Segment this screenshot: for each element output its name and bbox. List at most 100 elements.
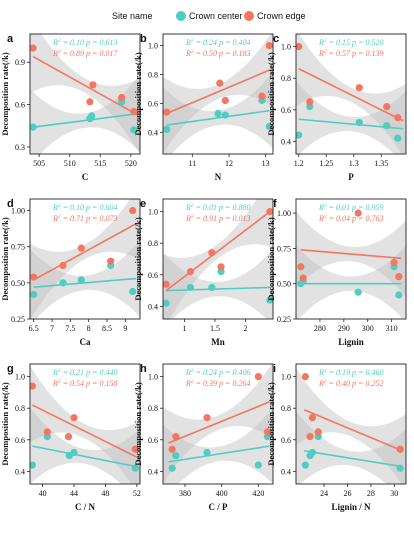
y-tick-label: 0.6 [15, 436, 25, 445]
data-point-edge [163, 280, 170, 288]
panel-letter: i [273, 363, 276, 375]
data-point-edge [59, 261, 67, 270]
data-point-edge [129, 206, 137, 215]
confidence-band-center [296, 245, 406, 319]
x-tick-label: 52 [133, 489, 141, 498]
stat-annotation-edge: R2 = 0.71 p = 0.073 [52, 214, 117, 223]
data-point-edge [217, 263, 225, 271]
data-point-edge [131, 445, 139, 453]
legend-title: Site name [112, 11, 153, 21]
data-point-edge [64, 433, 73, 441]
data-point-center [30, 461, 36, 469]
x-axis-label: Lignin [338, 337, 364, 347]
x-tick-label: 40 [39, 489, 47, 498]
confidence-band-center [296, 80, 406, 154]
data-point-edge [254, 373, 262, 381]
panel-g: 40 44 48 52 0.4 0.6 0.8 1.0 C / N Decomposition r… [0, 363, 141, 512]
panel-letter: e [140, 198, 146, 210]
data-point-edge [263, 428, 272, 436]
x-tick-label: 12 [225, 159, 233, 168]
confidence-band-center [163, 407, 273, 484]
legend: Site name Crown center Crown edge [112, 11, 306, 21]
x-axis-label: C / N [75, 502, 96, 512]
x-tick-label: 510 [64, 159, 76, 168]
data-point-center [77, 276, 85, 284]
confidence-band-edge [163, 199, 273, 319]
confidence-band-center [163, 248, 273, 319]
x-tick-label: 400 [216, 489, 228, 498]
x-tick-label: 520 [125, 159, 137, 168]
y-tick-label: 0.8 [15, 404, 25, 413]
y-tick-label: 0.6 [148, 271, 158, 280]
x-axis-label: Lignin / N [331, 502, 371, 512]
data-point-center [301, 461, 309, 469]
data-point-center [203, 448, 211, 457]
fit-line-center [168, 445, 270, 463]
data-point-center [266, 296, 273, 304]
data-point-edge [172, 433, 180, 441]
data-point-center [221, 111, 229, 119]
data-point-edge [118, 93, 126, 102]
x-tick-label: 7.5 [65, 324, 75, 333]
panel-h: 380 400 420 0.4 0.6 0.8 1.0 C / P Decomposition … [133, 363, 274, 512]
confidence-band-edge [163, 34, 273, 154]
x-tick-label: 515 [94, 159, 106, 168]
y-tick-label: 0.4 [148, 302, 158, 311]
stat-annotation-edge: R2 = 0.57 p = 0.139 [318, 49, 383, 58]
data-point-edge [383, 103, 391, 111]
y-tick-label: 0.4 [148, 128, 158, 137]
plot-frame [29, 198, 141, 320]
panel-letter: f [273, 198, 277, 210]
data-point-edge [70, 414, 78, 422]
panel-letter: c [273, 33, 279, 45]
data-point-edge [297, 263, 305, 271]
data-point-edge [301, 373, 309, 381]
plot-frame [295, 198, 407, 320]
data-point-edge [203, 414, 211, 422]
y-axis-label: Decomposition rate(/k) [0, 217, 10, 301]
stat-annotation-center: R2 = 0.24 p = 0.406 [185, 368, 250, 377]
plot-area [30, 199, 140, 319]
panel-letter: h [140, 363, 147, 375]
y-tick-label: 0.8 [148, 404, 158, 413]
y-tick-label: 0.8 [148, 70, 158, 79]
fit-line-edge [166, 69, 270, 115]
panel-c: 1.2 1.25 1.3 1.35 0.4 0.6 0.8 1.0 P Decomposition… [266, 33, 407, 182]
x-tick-label: 48 [101, 489, 109, 498]
y-tick-label: 0.6 [148, 99, 158, 108]
data-point-edge [394, 114, 402, 122]
y-tick-label: 0.6 [281, 436, 291, 445]
y-tick-label: 1.0 [148, 373, 158, 382]
confidence-band-center [30, 407, 140, 484]
data-point-center [214, 109, 222, 118]
y-axis-label: Decomposition rate(/k) [133, 217, 143, 301]
y-tick-label: 0.4 [148, 467, 158, 476]
data-point-center [163, 299, 170, 307]
stat-annotation-center: R2 = 0.24 p = 0.404 [185, 38, 250, 47]
data-point-center [59, 279, 67, 287]
fit-line-edge [298, 68, 404, 122]
panel-letter: d [7, 198, 14, 210]
data-point-center [355, 118, 363, 127]
stat-annotation-center: R2 = 0.15 p = 0.520 [318, 38, 383, 47]
panel-i: 24 26 28 30 0.4 0.6 0.8 1.0 Lignin / N Decomposit… [266, 363, 407, 512]
plot-area [296, 199, 406, 319]
data-point-edge [130, 108, 138, 116]
data-point-edge [296, 43, 303, 51]
data-point-edge [186, 268, 195, 276]
data-point-center [70, 448, 78, 457]
y-tick-label: 1.0 [281, 373, 291, 382]
x-tick-label: 6.5 [29, 324, 39, 333]
x-axis-label: Ca [80, 337, 91, 347]
data-point-center [30, 290, 38, 299]
plot-frame [29, 363, 141, 485]
data-point-center [394, 134, 402, 142]
stat-annotation-edge: R2 = 0.50 p = 0.183 [185, 49, 250, 58]
x-tick-label: 1 [182, 324, 186, 333]
data-point-edge [396, 445, 404, 453]
data-point-edge [30, 382, 36, 390]
plot-frame [162, 198, 274, 320]
x-axis-label: C / P [209, 502, 229, 512]
legend-label-crown-edge: Crown edge [257, 11, 306, 21]
confidence-band-center [30, 239, 140, 319]
